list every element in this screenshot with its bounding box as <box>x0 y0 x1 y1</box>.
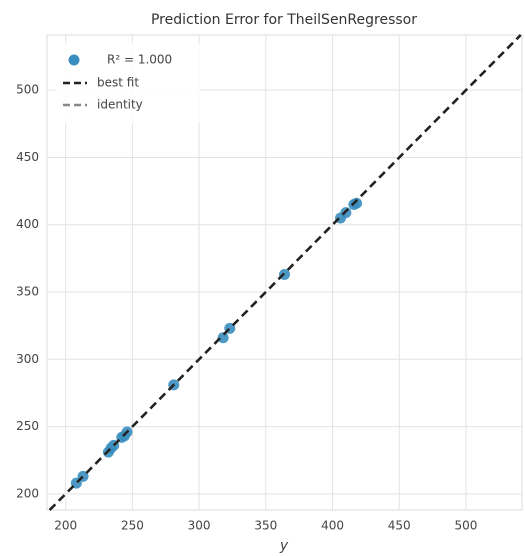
y-tick-label: 400 <box>16 217 39 231</box>
y-tick-label: 300 <box>16 352 39 366</box>
legend-label: best fit <box>97 76 139 90</box>
x-tick-label: 250 <box>121 519 144 533</box>
legend: R² = 1.000 best fit identity <box>55 43 200 123</box>
x-tick-label: 400 <box>321 519 344 533</box>
x-tick-label: 450 <box>388 519 411 533</box>
x-tick-label: 300 <box>188 519 211 533</box>
y-tick-label: 350 <box>16 285 39 299</box>
legend-label: R² = 1.000 <box>107 53 172 67</box>
x-tick-label: 500 <box>455 519 478 533</box>
x-tick-label: 350 <box>254 519 277 533</box>
y-tick-label: 250 <box>16 419 39 433</box>
x-tick-label: 200 <box>54 519 77 533</box>
legend-marker <box>68 54 80 66</box>
y-tick-label: 450 <box>16 150 39 164</box>
point <box>217 332 229 344</box>
x-axis-label: y <box>279 538 289 554</box>
y-tick-label: 500 <box>16 83 39 97</box>
legend-box <box>55 43 200 123</box>
point <box>351 197 363 209</box>
y-tick-label: 200 <box>16 486 39 500</box>
best-fit-line <box>48 34 522 511</box>
legend-label: identity <box>97 98 143 112</box>
chart-title: Prediction Error for TheilSenRegressor <box>151 12 417 28</box>
